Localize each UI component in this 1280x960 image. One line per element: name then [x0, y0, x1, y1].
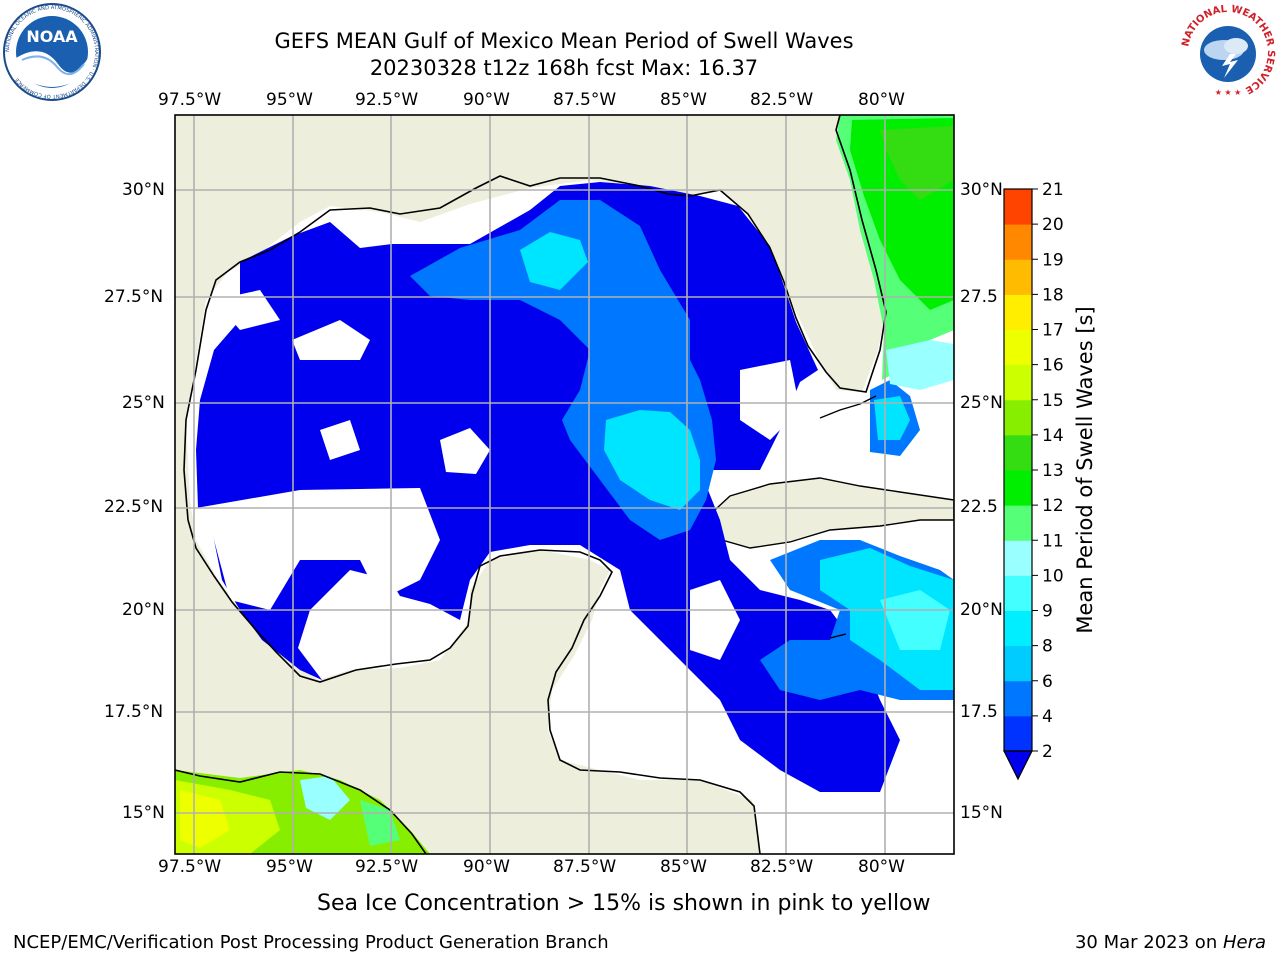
footer-date: 30 Mar 2023 on Hera [1075, 932, 1266, 953]
lon-tick-top: 82.5°W [750, 90, 814, 110]
colorbar-tick-label: 11 [1042, 531, 1064, 551]
noaa-logo: NOAA NATIONAL OCEANIC AND ATMOSPHERIC AD… [3, 3, 101, 101]
lat-tick-right: 25°N [960, 393, 1003, 413]
lon-tick-top: 95°W [266, 90, 313, 110]
colorbar-segment [1004, 189, 1032, 225]
lat-tick-right: 27.5 [960, 287, 998, 307]
colorbar-segment [1004, 610, 1032, 647]
coastline-mexico [187, 519, 761, 854]
lon-tick-bottom: 85°W [660, 857, 707, 877]
colorbar-segment [1004, 364, 1032, 401]
graticule [175, 115, 954, 854]
colorbar-tick-label: 8 [1042, 637, 1053, 657]
lon-tick-top: 90°W [463, 90, 510, 110]
lat-tick-right: 17.5 [960, 702, 998, 722]
colorbar-segment [1004, 505, 1032, 541]
lat-tick-right: 22.5 [960, 497, 998, 517]
colorbar-segment [1004, 715, 1032, 752]
footer-date-text: 30 Mar 2023 on [1074, 932, 1223, 953]
colorbar-segment [1004, 434, 1032, 471]
colorbar-tick-label: 18 [1042, 285, 1064, 305]
colorbar-extend-arrow [1003, 750, 1033, 781]
colorbar-tick-label: 15 [1042, 391, 1064, 411]
colorbar-segment [1004, 399, 1032, 436]
colorbar-segment [1004, 224, 1032, 260]
lon-tick-bottom: 92.5°W [355, 857, 419, 877]
lat-tick-left: 22.5°N [104, 497, 164, 517]
colorbar-segment [1004, 329, 1032, 366]
colorbar-segment [1004, 259, 1032, 295]
lon-tick-top: 97.5°W [158, 90, 222, 110]
lon-tick-bottom: 80°W [858, 857, 905, 877]
sea-ice-caption: Sea Ice Concentration > 15% is shown in … [317, 891, 931, 916]
lon-tick-top: 85°W [660, 90, 707, 110]
colorbar-tick-label: 12 [1042, 496, 1064, 516]
nws-logo: NATIONAL WEATHER SERVICE ★ ★ ★ [1180, 4, 1276, 100]
colorbar-tick-label: 17 [1042, 321, 1064, 341]
lon-tick-bottom: 97.5°W [158, 857, 222, 877]
colorbar-segment [1004, 470, 1032, 506]
colorbar-tick-label: 4 [1042, 707, 1053, 727]
colorbar-tick-label: 6 [1042, 672, 1053, 692]
lat-tick-right: 30°N [960, 180, 1003, 200]
map-title: GEFS MEAN Gulf of Mexico Mean Period of … [274, 29, 854, 53]
colorbar-segment [1004, 680, 1032, 717]
swell-field-6-8 [604, 410, 700, 510]
svg-text:★ ★ ★: ★ ★ ★ [1215, 88, 1242, 97]
lat-tick-left: 15°N [122, 803, 165, 823]
map-frame [174, 114, 955, 855]
colorbar-label: Mean Period of Swell Waves [s] [1073, 306, 1097, 634]
colorbar-segment [1004, 294, 1032, 330]
colorbar-tick-label: 21 [1042, 180, 1064, 200]
colorbar-tick-label: 20 [1042, 215, 1064, 235]
colorbar-tick-label: 9 [1042, 602, 1053, 622]
lon-tick-bottom: 87.5°W [553, 857, 617, 877]
lon-tick-bottom: 95°W [266, 857, 313, 877]
lon-tick-bottom: 82.5°W [750, 857, 814, 877]
lon-tick-top: 87.5°W [553, 90, 617, 110]
map-area [175, 115, 954, 854]
lat-tick-left: 27.5°N [104, 287, 164, 307]
lat-tick-left: 30°N [122, 180, 165, 200]
colorbar-tick-label: 16 [1042, 356, 1064, 376]
lat-tick-right: 15°N [960, 803, 1003, 823]
lon-tick-top: 80°W [858, 90, 905, 110]
colorbar-tick-label: 13 [1042, 461, 1064, 481]
colorbar-tick-label: 14 [1042, 426, 1064, 446]
lat-tick-left: 17.5°N [104, 702, 164, 722]
colorbar-tick-label: 2 [1042, 742, 1053, 762]
lon-tick-bottom: 90°W [463, 857, 510, 877]
footer-host: Hera [1222, 932, 1266, 953]
colorbar-segment [1004, 645, 1032, 682]
colorbar-segment [1004, 540, 1032, 576]
map-subtitle: 20230328 t12z 168h fcst Max: 16.37 [369, 56, 759, 80]
colorbar-tick-label: 10 [1042, 566, 1064, 586]
footer-credit: NCEP/EMC/Verification Post Processing Pr… [13, 932, 609, 953]
lat-tick-right: 20°N [960, 600, 1003, 620]
coastline-gulf [183, 115, 887, 521]
noaa-logo-text: NOAA [26, 27, 78, 46]
colorbar: 2 4 6 8 9 10 11 12 13 14 15 16 17 18 19 20 21 [1003, 180, 1064, 781]
lat-tick-left: 20°N [122, 600, 165, 620]
lat-tick-left: 25°N [122, 393, 165, 413]
colorbar-segment [1004, 575, 1032, 611]
lon-tick-top: 92.5°W [355, 90, 419, 110]
coastline-pacific [175, 769, 427, 854]
colorbar-tick-label: 19 [1042, 250, 1064, 270]
